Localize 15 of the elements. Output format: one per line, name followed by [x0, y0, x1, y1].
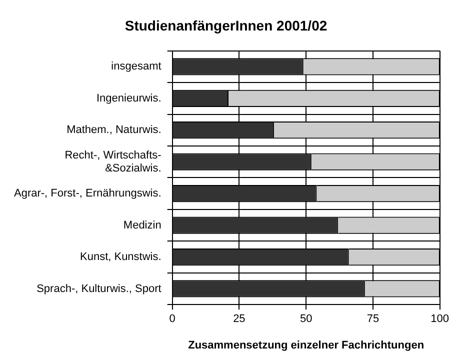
y-tick-label: Recht-, Wirtschafts- &Sozialwis.: [64, 149, 162, 174]
y-tick-label: Ingenieurwis.: [96, 92, 162, 104]
y-tick-label: Agrar-, Forst-, Ernährungswis.: [14, 188, 162, 200]
y-tick-label: Sprach-, Kulturwis., Sport: [36, 282, 162, 295]
x-tick-label: 0: [169, 313, 176, 326]
x-tick-label: 25: [233, 313, 246, 326]
y-tick-label: Kunst, Kunstwis.: [80, 251, 162, 264]
y-tick-label: Mathem., Naturwis.: [66, 124, 162, 136]
x-tick-label: 50: [300, 313, 312, 326]
chart-title: StudienanfängerInnen 2001/02: [124, 17, 328, 34]
x-tick-label: 75: [366, 313, 380, 326]
y-tick-label: insgesamt: [111, 60, 162, 73]
x-axis-title: Zusammensetzung einzelner Fachrichtungen: [188, 339, 424, 352]
x-tick-label: 100: [430, 313, 450, 326]
y-tick-label: Medizin: [123, 219, 162, 232]
